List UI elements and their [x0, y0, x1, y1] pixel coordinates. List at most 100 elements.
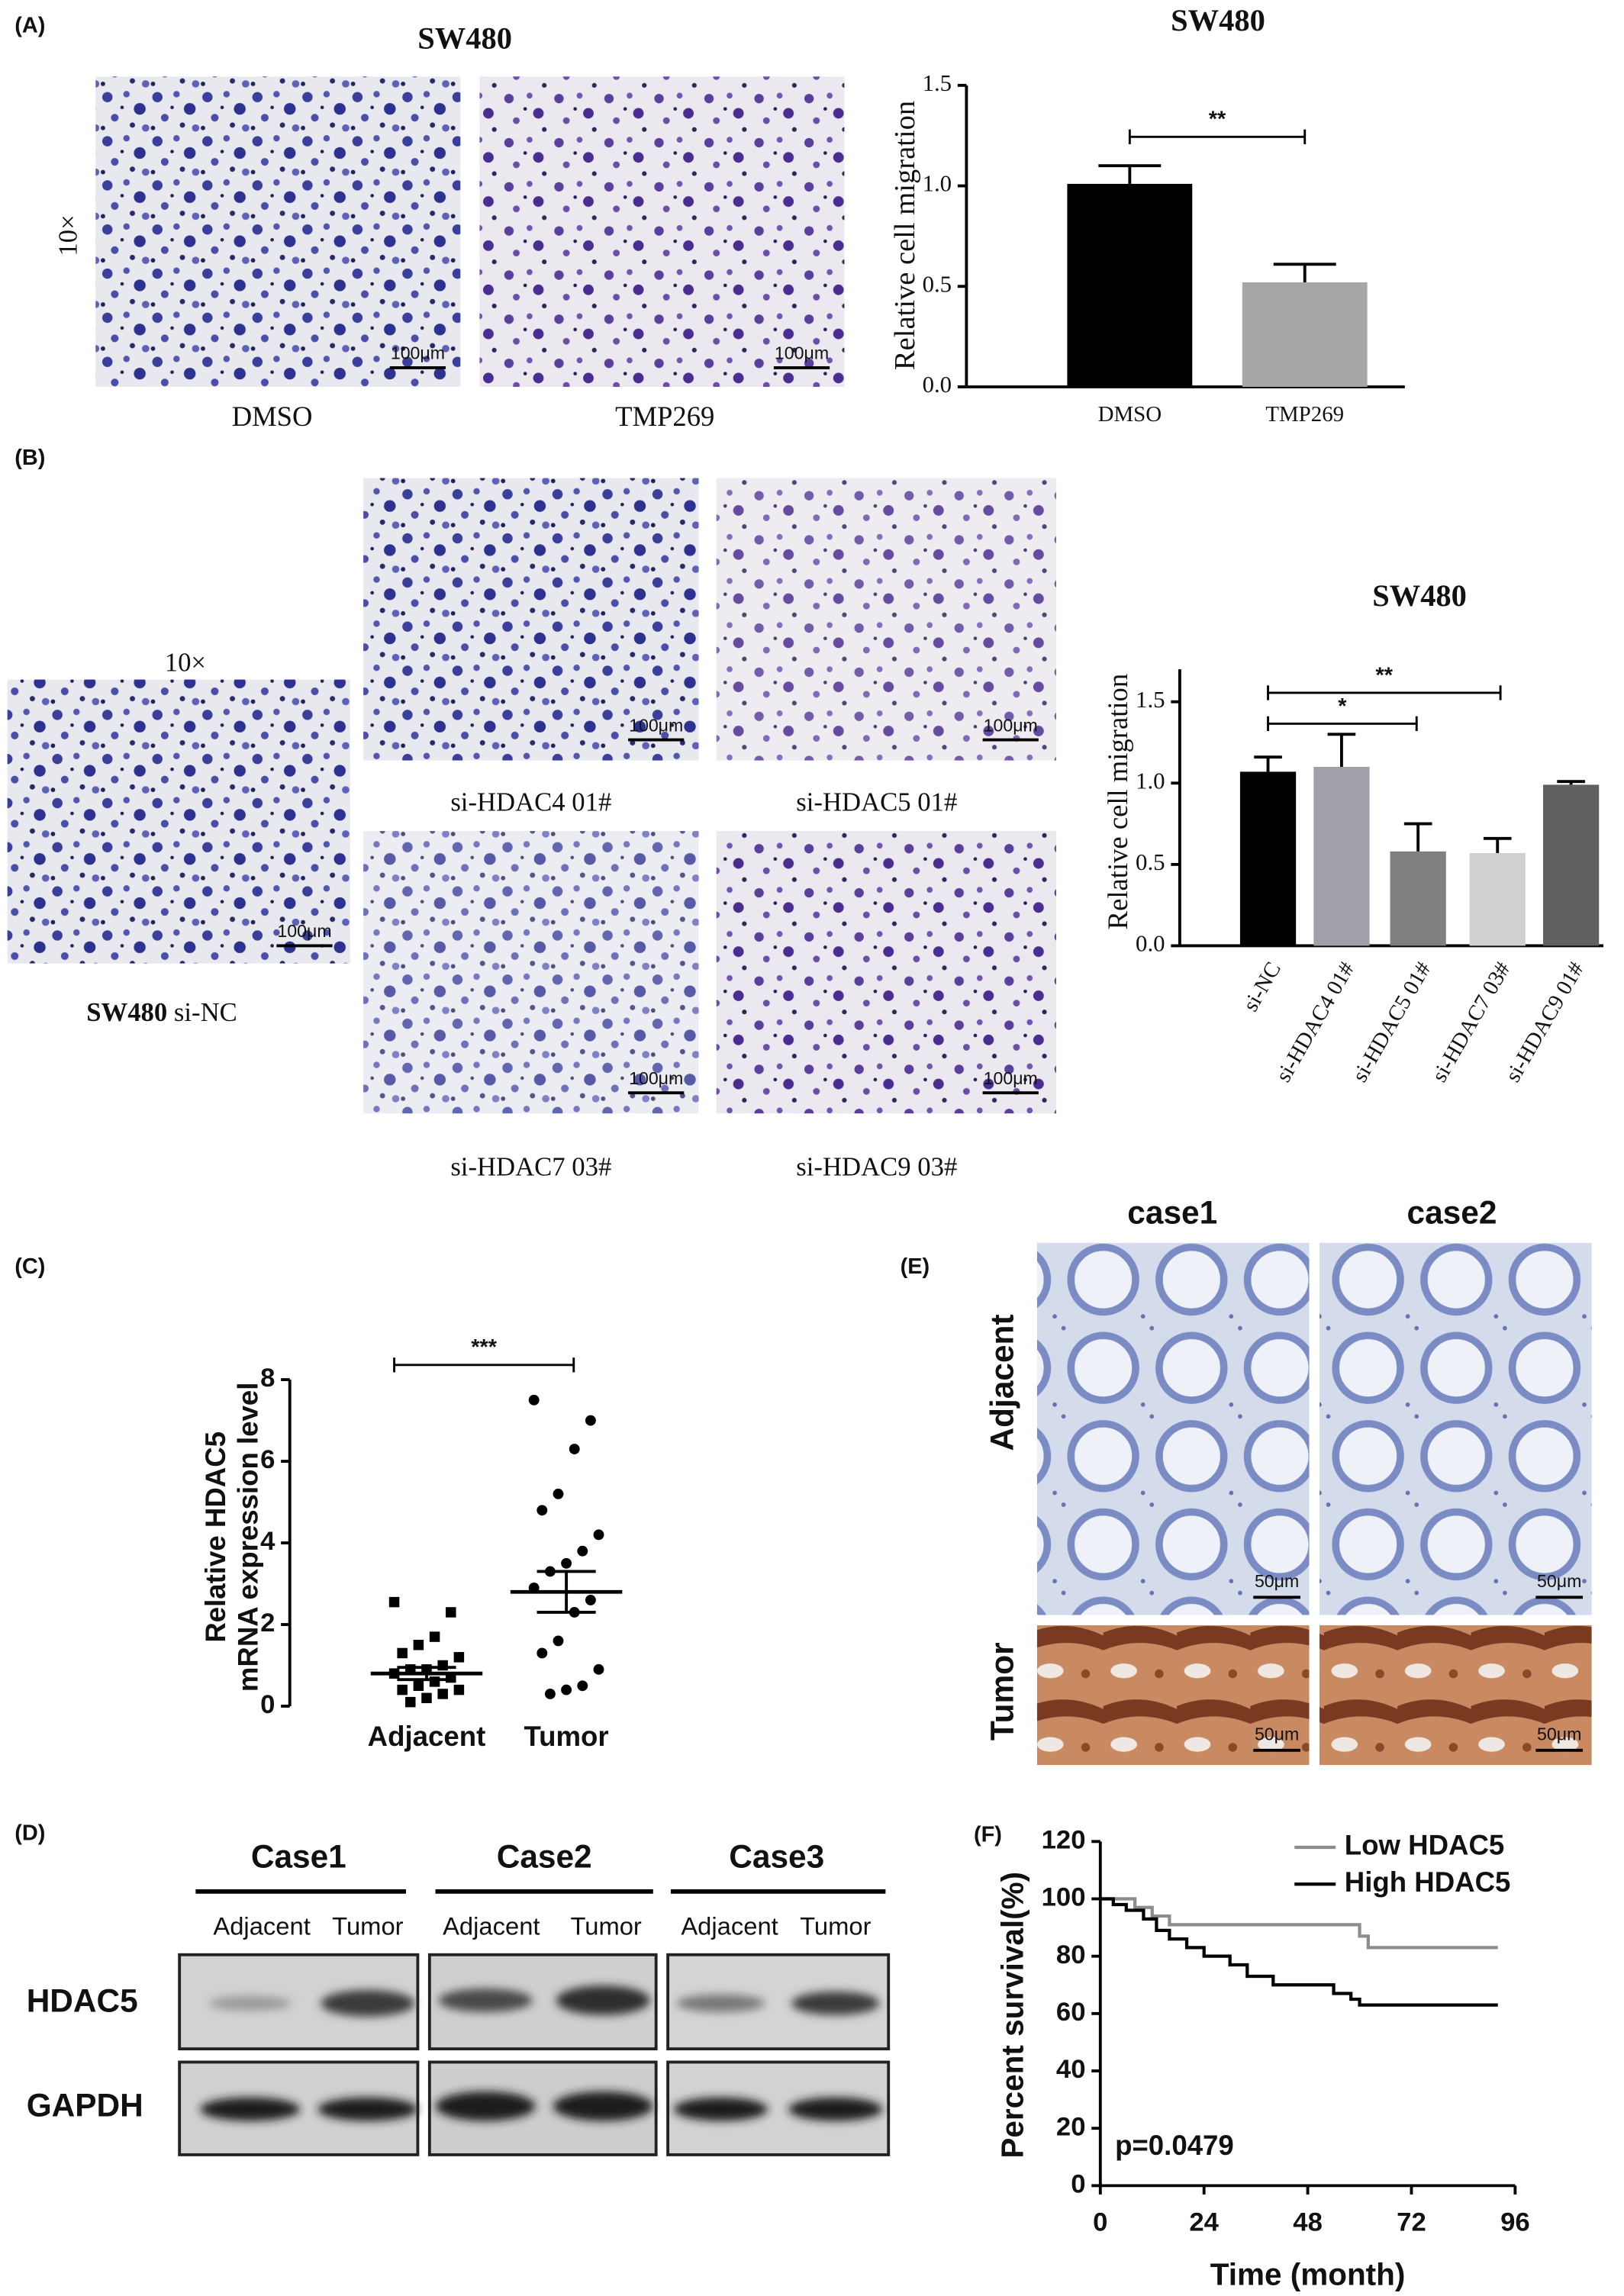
data-point [413, 1640, 424, 1650]
data-point [413, 1680, 424, 1692]
case-label: case1 [1127, 1194, 1217, 1230]
data-point [553, 1488, 564, 1499]
survival-curve [1100, 1897, 1498, 2007]
data-point [405, 1696, 416, 1708]
cell-line: SW480 [86, 997, 167, 1027]
micrograph [716, 478, 1056, 761]
scale-label: 100μm [629, 715, 683, 735]
p-value: p=0.0479 [1115, 2130, 1234, 2161]
x-tick-label: si-HDAC9 01# [1500, 958, 1589, 1086]
lane-label: Adjacent [443, 1912, 540, 1940]
condition: si-NC [174, 997, 237, 1027]
data-point [553, 1635, 564, 1647]
significance-label: * [1338, 694, 1347, 719]
image-label: TMP269 [615, 401, 714, 432]
scale-label: 100μm [984, 715, 1038, 735]
panel-label: (E) [901, 1254, 930, 1279]
bar [1390, 851, 1446, 946]
data-point [561, 1684, 572, 1695]
y-axis-label: Relative cell migration [889, 101, 921, 370]
micrograph [363, 478, 699, 761]
bar [1239, 771, 1297, 946]
y-axis-label: Relative cell migration [1102, 674, 1133, 929]
ihc-image [1036, 1242, 1310, 1615]
x-tick-label: DMSO [1098, 402, 1162, 427]
magnification: 10× [53, 214, 82, 256]
y-tick-label: 0.5 [923, 271, 952, 297]
micrograph [716, 831, 1056, 1114]
panel-label: (B) [14, 446, 45, 470]
data-point [544, 1689, 556, 1699]
data-point [388, 1596, 400, 1608]
band [317, 2097, 418, 2121]
row-label: Adjacent [984, 1314, 1020, 1451]
micrograph [479, 76, 845, 387]
y-axis-label: mRNA expression level [232, 1383, 263, 1692]
panel-label: (C) [14, 1254, 45, 1279]
lane-label: Tumor [570, 1912, 641, 1940]
micrograph [363, 831, 699, 1114]
micrograph [95, 76, 461, 387]
band [553, 2092, 653, 2121]
y-tick-label: 100 [1042, 1883, 1086, 1912]
scale-label: 100μm [391, 343, 445, 363]
data-point [429, 1676, 440, 1687]
legend-label: High HDAC5 [1345, 1866, 1511, 1898]
ihc-image [1320, 1625, 1592, 1766]
image-label: si-HDAC9 03# [796, 1151, 957, 1181]
protein-label: HDAC5 [27, 1983, 138, 2019]
band [321, 1990, 415, 2017]
y-tick-label: 0 [260, 1690, 275, 1719]
data-point [561, 1557, 572, 1569]
magnification: 10× [165, 647, 206, 677]
lane-labels: Adjacent Tumor Adjacent Tumor Adjacent T… [213, 1912, 871, 1940]
bar [1313, 766, 1370, 946]
y-axis-label: Relative HDAC5 [200, 1431, 231, 1643]
case-label: Case1 [251, 1839, 346, 1875]
data-point [577, 1680, 588, 1692]
scale-label: 50μm [1255, 1571, 1299, 1591]
data-point [421, 1692, 432, 1704]
significance-label: ** [1376, 663, 1394, 688]
y-tick-label: 60 [1056, 1998, 1086, 2027]
significance-label: ** [1209, 108, 1226, 132]
case-label: Case2 [497, 1839, 592, 1875]
data-point [593, 1663, 604, 1675]
scale-label: 100μm [277, 921, 331, 941]
bar [1067, 183, 1193, 388]
survival-curve [1100, 1897, 1498, 1950]
legend-label: Low HDAC5 [1345, 1830, 1505, 1861]
bar [1542, 784, 1600, 946]
y-tick-label: 0.0 [1136, 931, 1165, 957]
data-point [437, 1689, 448, 1699]
y-tick-label: 1.5 [923, 70, 952, 96]
y-tick-label: 1.0 [1136, 768, 1165, 794]
y-tick-label: 1.0 [923, 171, 952, 197]
y-tick-label: 40 [1056, 2055, 1086, 2084]
data-point [397, 1647, 408, 1659]
x-tick-label: 96 [1500, 2208, 1530, 2237]
scale-label: 50μm [1255, 1724, 1299, 1744]
band [676, 1994, 765, 2012]
image-label: DMSO [232, 401, 313, 432]
row-label: Tumor [984, 1642, 1020, 1741]
x-tick-label: si-HDAC4 01# [1271, 958, 1360, 1086]
band [556, 1985, 650, 2015]
x-tick-label: si-HDAC5 01# [1348, 958, 1436, 1086]
data-point [585, 1415, 596, 1426]
scale-label: 50μm [1537, 1724, 1581, 1744]
y-tick-label: 6 [260, 1445, 275, 1474]
image-label: si-HDAC7 03# [450, 1151, 611, 1181]
y-axis-label: Percent survival(%) [995, 1872, 1030, 2159]
data-point [528, 1394, 540, 1406]
data-point [429, 1631, 440, 1642]
data-point [569, 1444, 580, 1454]
data-point [397, 1684, 408, 1695]
ihc-image [1320, 1242, 1592, 1615]
image-label: si-HDAC4 01# [450, 787, 611, 816]
lane-label: Adjacent [681, 1912, 778, 1940]
chart-title: SW480 [1171, 3, 1265, 37]
x-tick-label: Tumor [524, 1721, 609, 1752]
